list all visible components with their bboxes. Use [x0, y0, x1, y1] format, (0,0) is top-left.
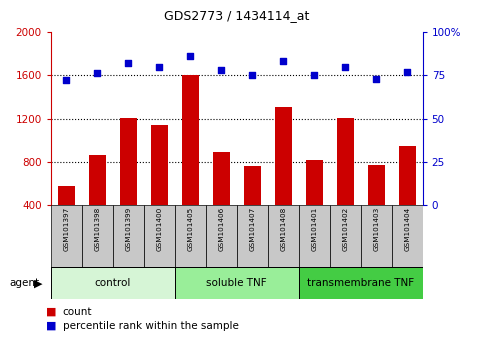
Point	[217, 67, 225, 73]
Bar	[275, 107, 292, 205]
Text: GSM101407: GSM101407	[249, 207, 255, 251]
Bar	[51, 205, 82, 267]
Text: percentile rank within the sample: percentile rank within the sample	[63, 321, 239, 331]
Bar	[175, 267, 298, 299]
Bar	[337, 118, 354, 205]
Text: ▶: ▶	[34, 278, 43, 288]
Text: transmembrane TNF: transmembrane TNF	[307, 278, 414, 288]
Bar	[306, 160, 323, 205]
Point	[186, 53, 194, 59]
Text: count: count	[63, 307, 92, 316]
Text: control: control	[95, 278, 131, 288]
Bar	[175, 205, 206, 267]
Text: GSM101398: GSM101398	[94, 207, 100, 251]
Point	[341, 64, 349, 69]
Bar	[268, 205, 298, 267]
Text: ■: ■	[46, 307, 57, 316]
Bar	[298, 267, 423, 299]
Point	[62, 78, 70, 83]
Text: GSM101401: GSM101401	[311, 207, 317, 251]
Text: GSM101404: GSM101404	[404, 207, 410, 251]
Bar	[243, 166, 261, 205]
Text: GSM101397: GSM101397	[63, 207, 69, 251]
Bar	[89, 155, 106, 205]
Bar	[237, 205, 268, 267]
Bar	[120, 118, 137, 205]
Bar	[144, 205, 175, 267]
Bar	[398, 146, 416, 205]
Point	[279, 58, 287, 64]
Text: GDS2773 / 1434114_at: GDS2773 / 1434114_at	[164, 9, 309, 22]
Bar	[329, 205, 361, 267]
Bar	[51, 267, 175, 299]
Text: GSM101405: GSM101405	[187, 207, 193, 251]
Bar	[298, 205, 329, 267]
Text: GSM101399: GSM101399	[125, 207, 131, 251]
Text: ■: ■	[46, 321, 57, 331]
Text: agent: agent	[10, 278, 40, 288]
Bar	[392, 205, 423, 267]
Point	[248, 73, 256, 78]
Text: GSM101402: GSM101402	[342, 207, 348, 251]
Point	[93, 71, 101, 76]
Text: GSM101400: GSM101400	[156, 207, 162, 251]
Point	[372, 76, 380, 81]
Text: GSM101408: GSM101408	[280, 207, 286, 251]
Bar	[368, 165, 384, 205]
Bar	[206, 205, 237, 267]
Bar	[361, 205, 392, 267]
Point	[156, 64, 163, 69]
Bar	[182, 75, 199, 205]
Point	[403, 69, 411, 75]
Text: GSM101403: GSM101403	[373, 207, 379, 251]
Bar	[82, 205, 113, 267]
Point	[124, 60, 132, 66]
Bar	[213, 152, 230, 205]
Text: soluble TNF: soluble TNF	[206, 278, 267, 288]
Text: GSM101406: GSM101406	[218, 207, 224, 251]
Point	[310, 73, 318, 78]
Bar	[151, 125, 168, 205]
Bar	[57, 186, 75, 205]
Bar	[113, 205, 144, 267]
